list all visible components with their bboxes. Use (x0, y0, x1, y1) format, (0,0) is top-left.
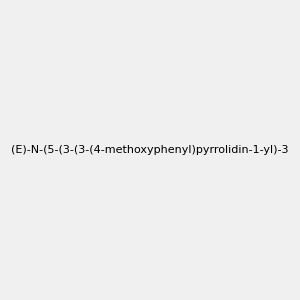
Text: (E)-N-(5-(3-(3-(4-methoxyphenyl)pyrrolidin-1-yl)-3: (E)-N-(5-(3-(3-(4-methoxyphenyl)pyrrolid… (11, 145, 289, 155)
